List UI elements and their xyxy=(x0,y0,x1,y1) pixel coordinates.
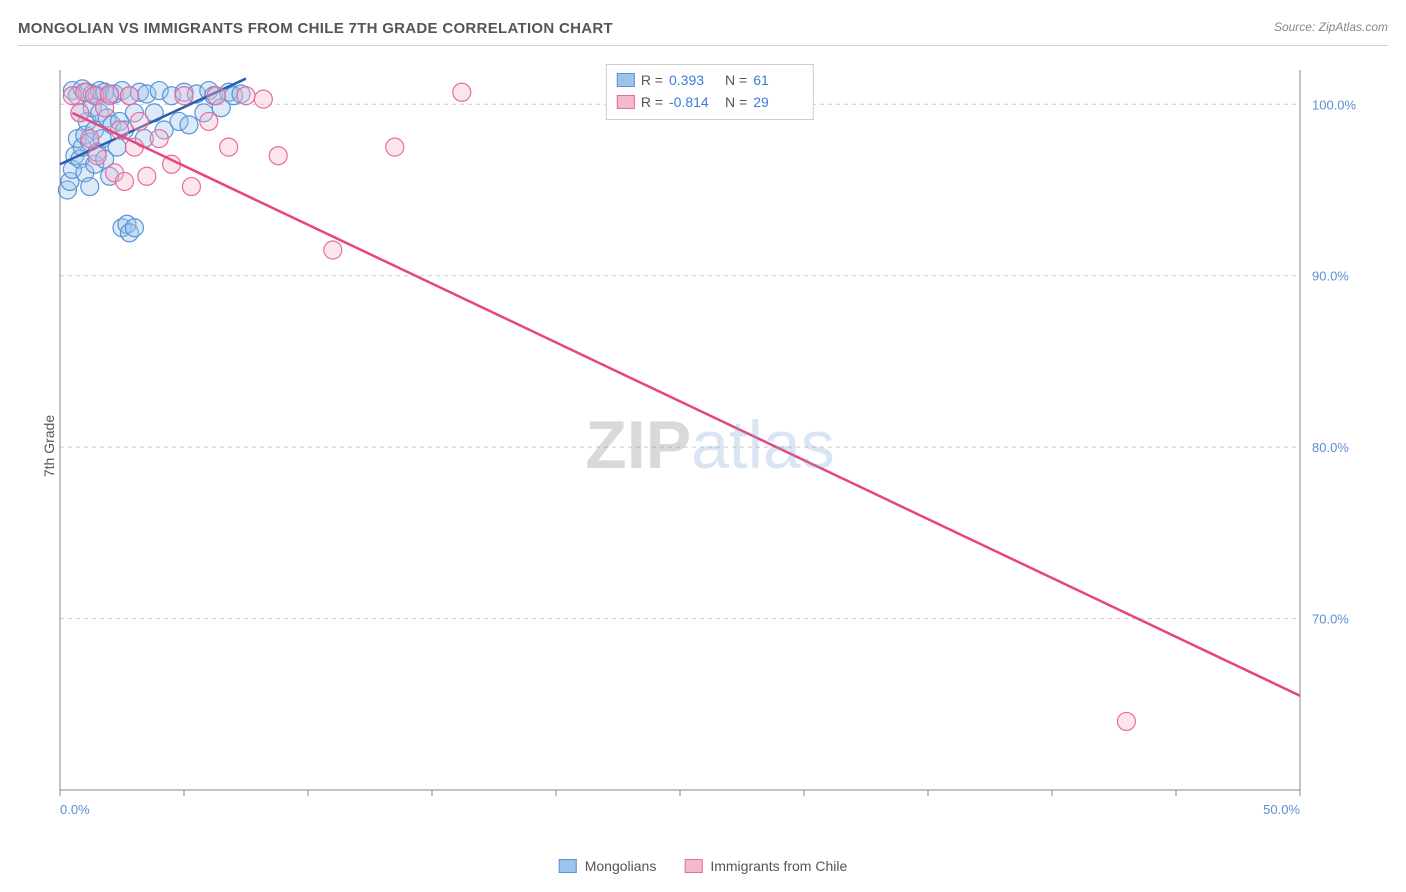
legend-label-chile: Immigrants from Chile xyxy=(710,858,847,874)
n-label: N = xyxy=(725,94,747,110)
r-label: R = xyxy=(641,94,663,110)
svg-text:0.0%: 0.0% xyxy=(60,802,90,817)
title-bar: MONGOLIAN VS IMMIGRANTS FROM CHILE 7TH G… xyxy=(18,20,1388,46)
r-value-mongolians: 0.393 xyxy=(669,72,719,88)
chart-source: Source: ZipAtlas.com xyxy=(1274,20,1388,34)
n-label: N = xyxy=(725,72,747,88)
n-value-chile: 29 xyxy=(753,94,803,110)
plot-area: 0.0% 50.0% 70.0% 80.0% 90.0% 100.0% R = 0.393 N… xyxy=(50,60,1370,830)
svg-text:100.0%: 100.0% xyxy=(1312,97,1357,112)
swatch-chile xyxy=(617,95,635,109)
legend-item-mongolians: Mongolians xyxy=(559,858,657,874)
n-value-mongolians: 61 xyxy=(753,72,803,88)
swatch-mongolians xyxy=(559,859,577,873)
svg-text:90.0%: 90.0% xyxy=(1312,269,1349,284)
r-value-chile: -0.814 xyxy=(669,94,719,110)
legend-label-mongolians: Mongolians xyxy=(585,858,657,874)
svg-text:50.0%: 50.0% xyxy=(1263,802,1300,817)
svg-text:80.0%: 80.0% xyxy=(1312,440,1349,455)
stats-legend: R = 0.393 N = 61 R = -0.814 N = 29 xyxy=(606,64,814,120)
stats-row-chile: R = -0.814 N = 29 xyxy=(617,91,803,113)
chart-title: MONGOLIAN VS IMMIGRANTS FROM CHILE 7TH G… xyxy=(18,20,613,37)
swatch-mongolians xyxy=(617,73,635,87)
chart-svg: 0.0% 50.0% 70.0% 80.0% 90.0% 100.0% xyxy=(50,60,1370,830)
r-label: R = xyxy=(641,72,663,88)
legend-item-chile: Immigrants from Chile xyxy=(684,858,847,874)
svg-text:70.0%: 70.0% xyxy=(1312,612,1349,627)
series-legend: Mongolians Immigrants from Chile xyxy=(559,858,848,874)
stats-row-mongolians: R = 0.393 N = 61 xyxy=(617,69,803,91)
swatch-chile xyxy=(684,859,702,873)
